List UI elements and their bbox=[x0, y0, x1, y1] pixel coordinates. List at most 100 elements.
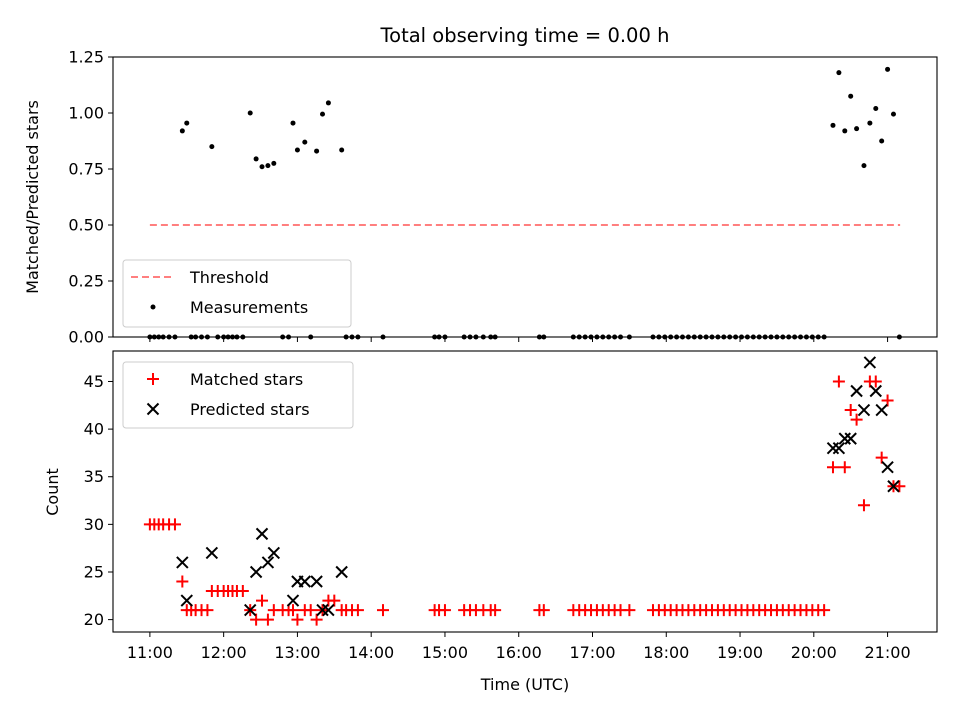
matched-legend-label: Matched stars bbox=[190, 370, 303, 389]
predicted-point bbox=[844, 432, 857, 445]
measurement-point bbox=[830, 122, 836, 128]
ratio-y-tick-label: 1.00 bbox=[68, 104, 104, 123]
matched-point bbox=[236, 585, 249, 598]
predicted-point bbox=[298, 575, 312, 588]
x-axis-label: Time (UTC) bbox=[480, 675, 569, 694]
counts-y-axis-label: Count bbox=[43, 468, 62, 516]
predicted-point bbox=[249, 565, 263, 579]
matched-point bbox=[261, 613, 274, 626]
matched-point bbox=[826, 461, 839, 474]
x-tick-label: 21:00 bbox=[865, 643, 911, 662]
measurement-point bbox=[265, 163, 271, 169]
x-tick-label: 20:00 bbox=[791, 643, 837, 662]
matched-point bbox=[201, 604, 214, 617]
ratio-y-tick-label: 0.25 bbox=[68, 272, 104, 291]
matched-point bbox=[850, 413, 863, 426]
predicted-point bbox=[261, 556, 275, 569]
measurement-point bbox=[271, 160, 277, 166]
matched-point bbox=[893, 480, 906, 493]
measurement-point bbox=[854, 126, 860, 132]
matched-point bbox=[351, 604, 364, 617]
measurement-point bbox=[209, 144, 215, 150]
predicted-point bbox=[887, 480, 900, 493]
matched-point bbox=[438, 604, 451, 617]
predicted-point bbox=[255, 527, 269, 541]
matched-point bbox=[176, 575, 189, 588]
matched-point bbox=[376, 604, 389, 617]
counts-panel: 11:00 12:00 13:00 14:00 15:00 16:00 17:00 18:00… bbox=[43, 350, 938, 694]
counts-legend: Matched stars Predicted stars bbox=[122, 361, 354, 429]
predicted-point bbox=[205, 546, 219, 560]
measurement-point bbox=[294, 147, 300, 153]
measurement-point bbox=[873, 106, 879, 112]
measurement-point bbox=[890, 111, 896, 117]
x-tick-label: 11:00 bbox=[127, 643, 173, 662]
measurement-point bbox=[879, 138, 885, 144]
measurement-point bbox=[290, 120, 296, 126]
counts-y-tick-label: 40 bbox=[84, 420, 104, 439]
predicted-point bbox=[850, 384, 863, 398]
matched-point bbox=[168, 518, 181, 531]
chart-title: Total observing time = 0.00 h bbox=[380, 24, 670, 47]
matched-point bbox=[857, 499, 870, 512]
x-tick-label: 17:00 bbox=[569, 643, 615, 662]
predicted-point bbox=[826, 441, 840, 455]
counts-y-tick-label: 30 bbox=[84, 515, 104, 534]
x-tick-label: 18:00 bbox=[643, 643, 689, 662]
matched-point bbox=[291, 613, 304, 626]
x-tick-label: 19:00 bbox=[717, 643, 763, 662]
x-tick-label: 14:00 bbox=[348, 643, 394, 662]
ratio-y-tick-label: 0.00 bbox=[68, 328, 104, 347]
measurement-point bbox=[339, 147, 345, 153]
ratio-y-tick-label: 0.75 bbox=[68, 160, 104, 179]
measurement-point bbox=[848, 93, 854, 99]
predicted-point bbox=[838, 432, 851, 445]
ratio-y-tick-label: 1.25 bbox=[68, 48, 104, 67]
counts-y-tick-label: 25 bbox=[84, 562, 104, 581]
predicted-point bbox=[267, 546, 281, 560]
predicted-point bbox=[244, 603, 257, 617]
ratio-legend: Threshold Measurements bbox=[122, 259, 352, 328]
threshold-legend-label: Threshold bbox=[189, 268, 269, 287]
ratio-legend-box bbox=[122, 259, 352, 328]
matched-point bbox=[623, 604, 636, 617]
measurement-point bbox=[842, 128, 848, 134]
matched-point bbox=[832, 375, 845, 388]
measurement-point bbox=[184, 120, 190, 126]
measurement-point bbox=[253, 156, 259, 162]
x-tick-label: 12:00 bbox=[201, 643, 247, 662]
matched-point bbox=[250, 613, 263, 626]
measurement-point bbox=[302, 139, 308, 145]
predicted-point bbox=[180, 594, 193, 607]
predicted-point bbox=[176, 556, 189, 569]
predicted-point bbox=[875, 403, 888, 417]
matched-point bbox=[844, 404, 857, 417]
predicted-point bbox=[869, 384, 882, 398]
predicted-point bbox=[286, 594, 300, 607]
measurement-point bbox=[314, 148, 320, 154]
predicted-point bbox=[832, 441, 846, 455]
x-tick-label: 16:00 bbox=[496, 643, 542, 662]
measurement-point bbox=[867, 120, 873, 126]
measurement-point bbox=[320, 111, 326, 117]
matched-point bbox=[537, 604, 550, 617]
matched-point bbox=[838, 461, 851, 474]
measurement-point bbox=[325, 100, 331, 106]
predicted-point bbox=[857, 403, 871, 417]
predicted-point bbox=[881, 461, 894, 474]
matched-point bbox=[328, 594, 341, 607]
matched-point bbox=[881, 394, 894, 407]
counts-legend-box bbox=[122, 361, 354, 429]
matched-point bbox=[875, 451, 888, 464]
matched-point bbox=[310, 613, 323, 626]
matched-point bbox=[304, 604, 317, 617]
matched-point bbox=[286, 604, 299, 617]
predicted-legend-label: Predicted stars bbox=[190, 400, 310, 419]
counts-panel-frame bbox=[112, 350, 938, 633]
matched-point bbox=[818, 604, 831, 617]
predicted-point bbox=[335, 565, 348, 579]
measurements-legend-swatch bbox=[150, 304, 156, 310]
predicted-legend-swatch bbox=[146, 402, 160, 416]
